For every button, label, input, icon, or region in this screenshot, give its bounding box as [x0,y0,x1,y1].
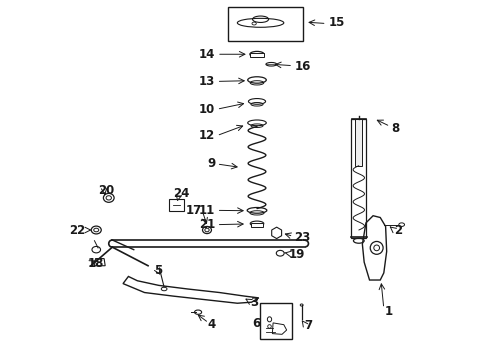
Text: 18: 18 [87,257,103,270]
Text: 13: 13 [199,75,215,88]
FancyBboxPatch shape [250,222,263,227]
Text: 11: 11 [199,204,215,217]
Text: 9: 9 [206,157,215,170]
Text: 2: 2 [393,224,401,237]
Text: 7: 7 [304,319,312,332]
FancyBboxPatch shape [169,199,184,211]
Text: 1: 1 [384,305,392,318]
Text: 19: 19 [288,248,304,261]
Text: 22: 22 [69,224,85,237]
Bar [354,119,362,166]
Text: 21: 21 [199,218,215,231]
Text: 14: 14 [199,48,215,61]
Text: 12: 12 [199,129,215,142]
Text: 10: 10 [199,103,215,116]
Text: 8: 8 [390,122,398,135]
Text: 4: 4 [206,318,215,331]
FancyBboxPatch shape [259,303,291,339]
FancyBboxPatch shape [228,7,303,41]
Text: 24: 24 [173,187,189,200]
Text: 3: 3 [249,296,258,309]
Text: 16: 16 [294,60,310,73]
Text: 15: 15 [328,16,344,29]
Text: 6: 6 [252,318,260,330]
FancyBboxPatch shape [350,119,366,238]
Text: 23: 23 [294,231,310,244]
Text: 5: 5 [154,264,163,276]
Text: 20: 20 [98,184,114,197]
Text: 17: 17 [185,204,201,217]
FancyBboxPatch shape [250,53,263,57]
